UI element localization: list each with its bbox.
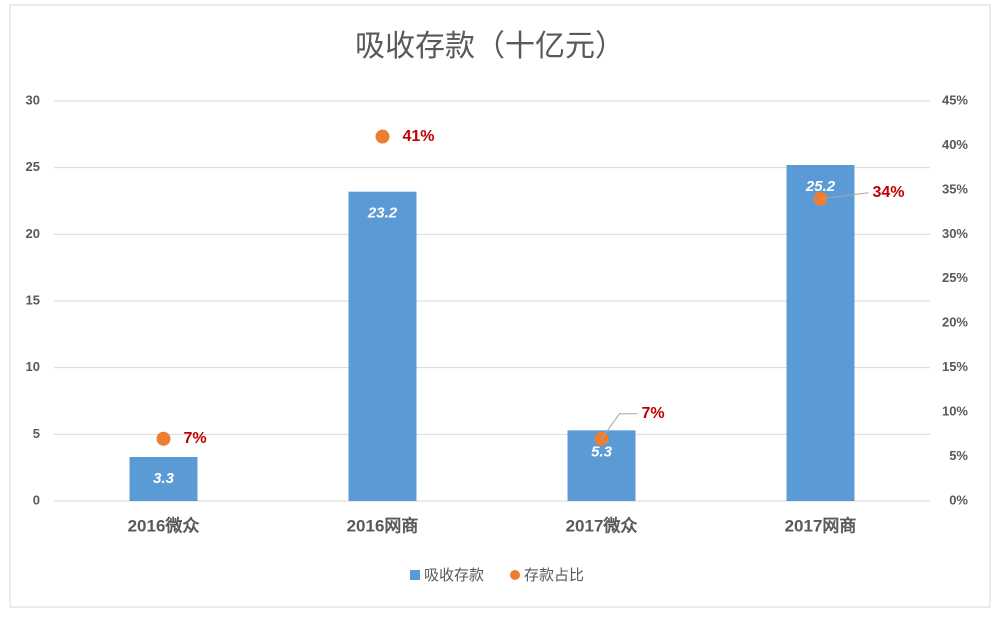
bar-value-label: 25.2	[805, 178, 836, 195]
point	[375, 129, 390, 144]
y2-tick-label: 30%	[942, 226, 968, 241]
y-tick-label: 0	[33, 492, 40, 507]
y2-tick-label: 35%	[942, 181, 968, 196]
bar	[348, 191, 417, 501]
y2-tick-label: 5%	[949, 448, 968, 463]
y2-tick-label: 20%	[942, 315, 968, 330]
point	[156, 431, 171, 446]
leader-line	[601, 413, 638, 440]
y-tick-label: 5	[33, 426, 40, 441]
point-value-label: 41%	[403, 128, 435, 145]
y2-tick-label: 25%	[942, 270, 968, 285]
x-tick-label: 2017网商	[785, 515, 857, 535]
legend-swatch	[510, 570, 520, 580]
leader-line	[820, 192, 869, 200]
chart-title: 吸收存款（十亿元）	[355, 30, 625, 63]
y-tick-label: 10	[26, 359, 40, 374]
y2-tick-label: 15%	[942, 359, 968, 374]
y2-tick-label: 40%	[942, 137, 968, 152]
point-value-label: 7%	[642, 405, 665, 422]
bar	[786, 165, 855, 501]
x-tick-label: 2016网商	[347, 515, 419, 535]
x-tick-label: 2017微众	[566, 515, 639, 535]
legend-label: 吸收存款	[424, 567, 484, 584]
y-tick-label: 20	[26, 226, 40, 241]
y2-tick-label: 10%	[942, 404, 968, 419]
bar-value-label: 3.3	[153, 470, 175, 487]
x-tick-label: 2016微众	[128, 515, 201, 535]
y2-tick-label: 0%	[949, 492, 968, 507]
bar-value-label: 5.3	[591, 443, 613, 460]
point-value-label: 7%	[184, 430, 207, 447]
point-value-label: 34%	[873, 184, 905, 201]
y2-tick-label: 45%	[942, 92, 968, 107]
legend-label: 存款占比	[524, 567, 584, 584]
legend-swatch	[410, 570, 420, 580]
y-tick-label: 15	[26, 292, 40, 307]
y-tick-label: 25	[26, 159, 40, 174]
bar	[129, 457, 198, 501]
bar-value-label: 23.2	[367, 205, 398, 222]
y-tick-label: 30	[26, 92, 40, 107]
